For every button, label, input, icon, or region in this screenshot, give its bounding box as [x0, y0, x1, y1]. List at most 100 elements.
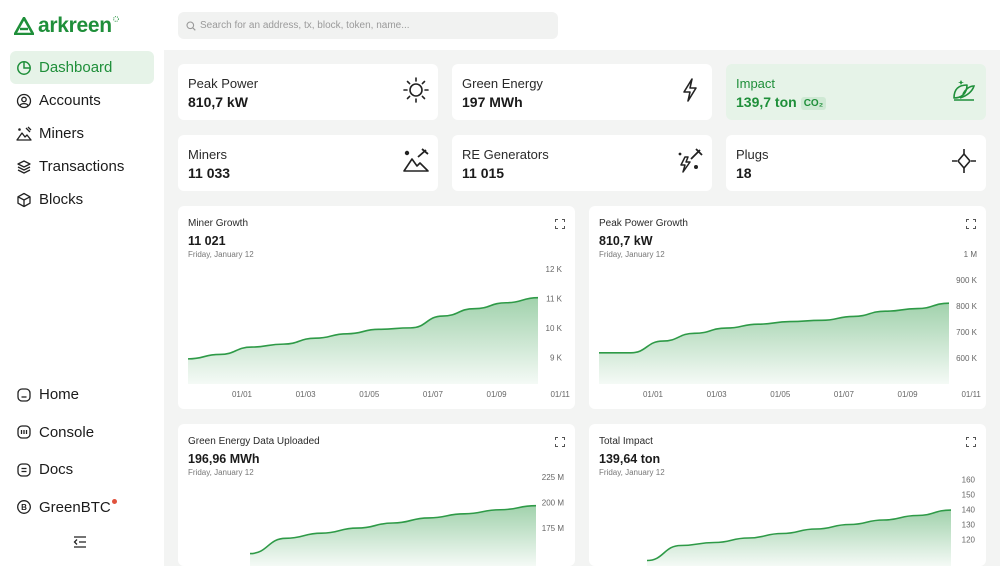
series-area [188, 297, 538, 384]
y-tick-label: 225 M [542, 473, 565, 482]
nav-item-greenbtc[interactable]: B GreenBTC [10, 489, 154, 527]
nav-label: GreenBTC [39, 498, 111, 516]
leaf-icon [953, 80, 976, 101]
expand-icon[interactable] [966, 219, 976, 229]
nav-item-console[interactable]: Console [10, 414, 154, 452]
nav-item-dashboard[interactable]: Dashboard [10, 51, 154, 84]
y-tick-label: 175 M [542, 524, 565, 533]
secondary-nav: Home Console Docs B GreenBTC [10, 376, 154, 526]
nav-item-miners[interactable]: Miners [10, 117, 154, 150]
stat-card-green-energy: Green Energy 197 MWh [452, 64, 712, 120]
impact-value: 139,7 ton [736, 94, 797, 110]
chart-date: Friday, January 12 [599, 468, 665, 477]
x-tick-label: 01/05 [770, 390, 791, 399]
search-input[interactable] [200, 20, 540, 31]
series-line [598, 302, 950, 354]
layers-icon [17, 159, 31, 174]
chart-date: Friday, January 12 [599, 250, 665, 259]
nav-label: Home [39, 386, 80, 404]
x-tick-label: 01/11 [550, 390, 570, 399]
x-tick-label: 01/09 [487, 390, 508, 399]
miner-icon [16, 126, 32, 141]
series-line [187, 296, 539, 360]
brand-logo[interactable]: arkreen [14, 12, 120, 40]
y-tick-label: 200 M [542, 499, 565, 508]
stat-label: Impact [736, 76, 776, 91]
chart-card-total-impact: 160 150 140 130 120 Total Impact 139,64 ton … [589, 424, 986, 566]
stat-label: RE Generators [462, 147, 549, 162]
nav-item-transactions[interactable]: Transactions [10, 150, 154, 183]
co2-badge: CO₂ [800, 97, 827, 110]
green-energy-chart: 225 M 200 M 175 M [249, 473, 565, 566]
chart-title: Green Energy Data Uploaded [188, 436, 320, 447]
chart-title: Total Impact [599, 436, 653, 447]
chart-value: 196,96 MWh [188, 452, 260, 466]
nav-label: Accounts [39, 92, 101, 109]
nav-item-blocks[interactable]: Blocks [10, 183, 154, 216]
chart-card-miner-growth: 12 K 11 K 10 K 9 K 01/01 01/03 01/05 01/07 01/09… [178, 206, 575, 409]
stat-label: Green Energy [462, 76, 543, 91]
cube-icon [17, 192, 31, 207]
nav-item-accounts[interactable]: Accounts [10, 84, 154, 117]
stat-label: Plugs [736, 147, 769, 162]
y-tick-label: 900 K [956, 276, 978, 285]
series-area [647, 510, 951, 566]
total-impact-chart: 160 150 140 130 120 [646, 476, 976, 566]
y-tick-label: 700 K [956, 328, 978, 337]
stat-value: 810,7 kW [188, 94, 248, 110]
nav-label: Docs [39, 461, 74, 479]
stat-card-peak-power: Peak Power 810,7 kW [178, 64, 438, 120]
stat-value: 11 033 [188, 165, 231, 181]
nav-item-docs[interactable]: Docs [10, 451, 154, 489]
expand-icon[interactable] [555, 219, 565, 229]
stat-value: 139,7 ton CO₂ [736, 94, 827, 111]
y-tick-label: 600 K [956, 354, 978, 363]
x-tick-label: 01/03 [296, 390, 317, 399]
miner-mountain-icon [403, 148, 429, 172]
collapse-sidebar-icon[interactable] [71, 534, 89, 550]
y-tick-label: 130 [962, 521, 976, 530]
stat-value: 11 015 [462, 165, 505, 181]
x-tick-label: 01/01 [643, 390, 664, 399]
home-icon [17, 388, 31, 402]
x-tick-label: 01/07 [834, 390, 855, 399]
account-icon [16, 93, 32, 108]
stat-label: Peak Power [188, 76, 259, 91]
x-tick-label: 01/05 [359, 390, 380, 399]
stat-card-miners: Miners 11 033 [178, 135, 438, 191]
nav-item-home[interactable]: Home [10, 376, 154, 414]
nav-label: Dashboard [39, 59, 113, 76]
x-tick-label: 01/09 [898, 390, 919, 399]
y-tick-label: 150 [962, 491, 976, 500]
search-icon [186, 20, 196, 31]
docs-icon [17, 463, 31, 477]
stat-card-re-generators: RE Generators 11 015 [452, 135, 712, 191]
stat-value: 197 MWh [462, 94, 523, 110]
y-tick-label: 140 [962, 506, 976, 515]
y-tick-label: 800 K [956, 302, 978, 311]
sparkle-icon [112, 16, 119, 22]
top-bar [164, 0, 1000, 50]
chart-date: Friday, January 12 [188, 250, 254, 259]
sidebar: arkreen Dashboard Accounts Miners Transa… [0, 0, 164, 566]
expand-icon[interactable] [966, 437, 976, 447]
sun-icon [403, 77, 429, 103]
svg-text:B: B [21, 503, 27, 512]
y-tick-label: 160 [962, 476, 976, 485]
chart-value: 139,64 ton [599, 452, 661, 466]
generator-icon [678, 148, 703, 173]
expand-icon[interactable] [555, 437, 565, 447]
chart-title: Miner Growth [188, 218, 249, 229]
lightning-icon [683, 78, 697, 102]
x-tick-label: 01/03 [707, 390, 728, 399]
x-tick-label: 01/07 [423, 390, 444, 399]
y-tick-label: 9 K [550, 353, 563, 362]
y-tick-label: 12 K [546, 265, 563, 274]
stat-card-plugs: Plugs 18 [726, 135, 986, 191]
nav-label: Miners [39, 125, 85, 142]
nav-label: Console [39, 423, 95, 441]
y-tick-label: 10 K [546, 324, 563, 333]
notification-dot [111, 498, 117, 504]
arkreen-logo-icon [14, 17, 34, 35]
search-box[interactable] [178, 12, 558, 39]
